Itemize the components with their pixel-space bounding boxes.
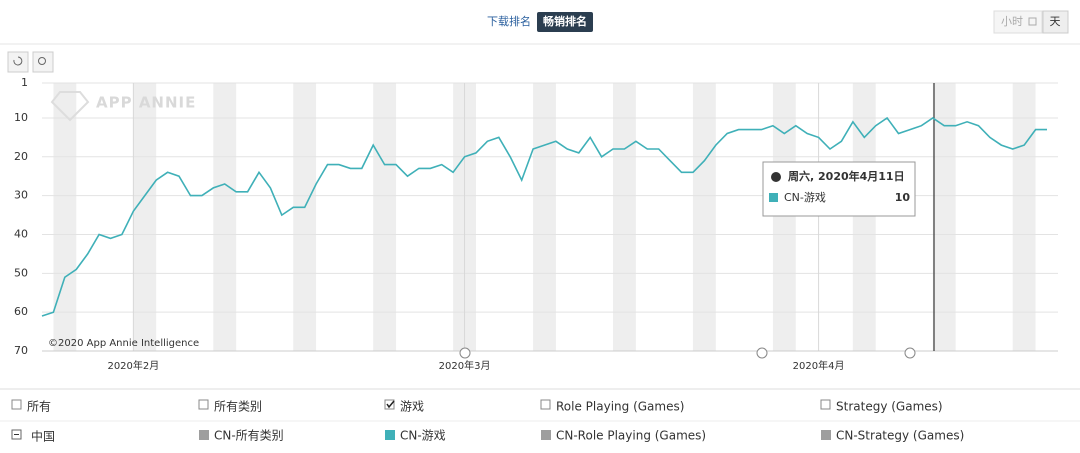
reset-icon xyxy=(13,56,23,66)
x-tick-label: 2020年4月 xyxy=(793,359,845,372)
weekend-band xyxy=(533,83,556,351)
y-tick-label: 10 xyxy=(14,111,28,124)
watermark-logo xyxy=(50,91,90,122)
tab-active-bg xyxy=(537,12,593,32)
checkbox[interactable] xyxy=(198,399,209,410)
tooltip-swatch xyxy=(769,193,778,202)
x-tick-label: 2020年3月 xyxy=(439,359,491,372)
series-line xyxy=(41,116,1047,317)
tab[interactable]: 下载排名 xyxy=(487,14,531,28)
legend-swatch xyxy=(385,430,395,440)
granularity-label: 天 xyxy=(1050,15,1061,28)
weekend-band xyxy=(613,83,636,351)
tooltip-series: CN-游戏 xyxy=(784,191,826,204)
country-label: 中国 xyxy=(31,429,55,444)
checkbox[interactable] xyxy=(540,399,551,410)
tooltip: 周六, 2020年4月11日 CN-游戏 10 xyxy=(762,161,916,217)
legend-swatch xyxy=(541,430,551,440)
zoom-icon xyxy=(38,57,46,65)
tooltip-value: 10 xyxy=(895,191,911,204)
legend-label: CN-Strategy (Games) xyxy=(836,429,964,443)
tab[interactable]: 畅销排名 xyxy=(543,14,587,28)
filter-label: Role Playing (Games) xyxy=(556,400,684,414)
reset-btn[interactable] xyxy=(7,51,29,73)
checkbox[interactable] xyxy=(11,399,22,410)
copyright: ©2020 App Annie Intelligence xyxy=(48,338,199,349)
granularity-btn[interactable] xyxy=(1042,10,1069,34)
y-tick-label: 50 xyxy=(14,266,28,279)
y-tick-label: 70 xyxy=(14,344,28,357)
lock-icon xyxy=(1028,17,1037,26)
y-tick-label: 1 xyxy=(21,76,28,89)
y-tick-label: 20 xyxy=(14,150,28,163)
weekend-band xyxy=(692,83,716,351)
globe-icon xyxy=(771,172,781,182)
weekend-band xyxy=(133,83,157,351)
checkmark xyxy=(386,400,395,409)
y-tick-label: 30 xyxy=(14,189,28,202)
weekend-band xyxy=(1012,83,1036,351)
x-tick-label: 2020年2月 xyxy=(107,359,159,372)
event-marker[interactable] xyxy=(904,347,916,359)
weekend-band xyxy=(772,83,796,351)
legend-label: CN-Role Playing (Games) xyxy=(556,429,706,443)
weekend-band xyxy=(53,83,77,351)
granularity-btn[interactable] xyxy=(993,10,1043,34)
granularity-label: 小时 xyxy=(1001,15,1023,28)
filter-label: 游戏 xyxy=(400,400,424,414)
weekend-band xyxy=(293,83,317,351)
weekend-band xyxy=(852,83,876,351)
watermark: APP ANNIE xyxy=(96,94,196,112)
checkbox[interactable] xyxy=(384,399,395,410)
legend-label: CN-游戏 xyxy=(400,429,446,443)
weekend-band xyxy=(373,83,397,351)
legend-label: CN-所有类别 xyxy=(214,429,284,443)
filter-label: Strategy (Games) xyxy=(836,400,943,414)
event-marker[interactable] xyxy=(459,347,471,359)
legend: 所有 所有类别 游戏 Role Playing (Games) Strategy (Ga… xyxy=(11,399,964,444)
checkbox[interactable] xyxy=(820,399,831,410)
filter-label: 所有 xyxy=(27,400,51,414)
event-marker[interactable] xyxy=(756,347,768,359)
legend-swatch xyxy=(821,430,831,440)
weekend-band xyxy=(932,83,956,351)
y-tick-label: 60 xyxy=(14,305,28,318)
tooltip-box xyxy=(762,161,916,217)
zoom-btn[interactable] xyxy=(32,51,54,73)
plot: 1 10 20 30 40 50 60 70 2020年2月 2020年3月 2020年4月 xyxy=(14,76,1058,372)
legend-swatch xyxy=(199,430,209,440)
filter-label: 所有类别 xyxy=(214,400,262,414)
weekend-band xyxy=(213,83,237,351)
tooltip-date: 周六, 2020年4月11日 xyxy=(788,169,905,183)
y-tick-label: 40 xyxy=(14,227,28,240)
